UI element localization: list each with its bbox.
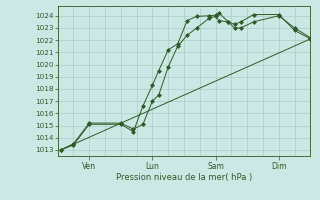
X-axis label: Pression niveau de la mer( hPa ): Pression niveau de la mer( hPa ) — [116, 173, 252, 182]
